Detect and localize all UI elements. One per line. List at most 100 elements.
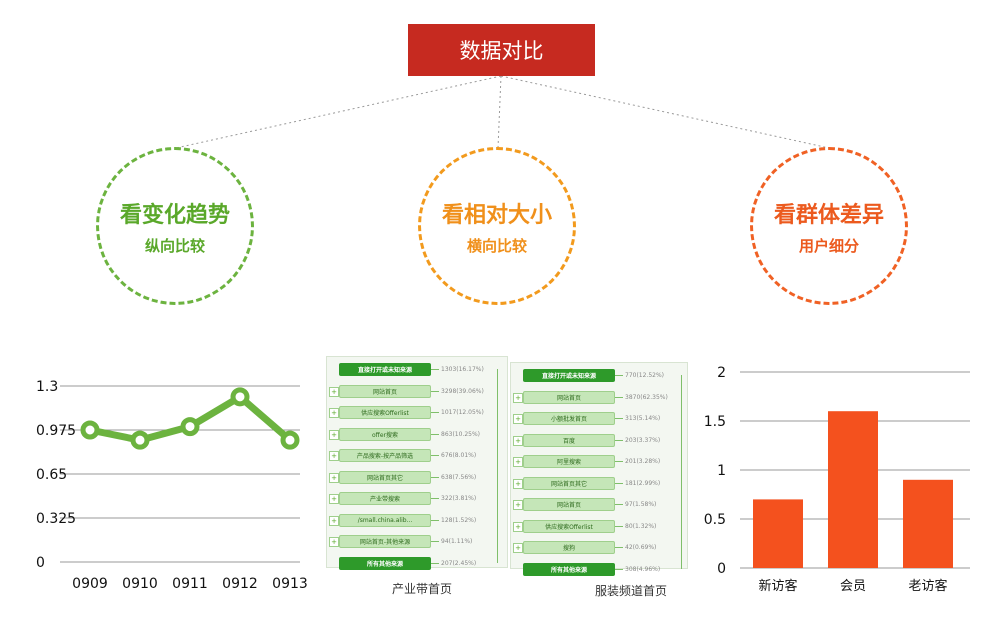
y-tick-label: 0.65 (36, 467, 67, 483)
connector-left (175, 75, 502, 149)
flow-source-item: offer搜索 (339, 427, 431, 441)
y-tick-label: 1.5 (704, 414, 726, 430)
expand-plus-icon: + (513, 435, 523, 446)
flow-connector (431, 476, 439, 478)
flow-panel-industry: 直接打开或未知来源 1303(16.17%) + 网站首页 3298(39.06%) + 供… (326, 356, 508, 570)
flow-source-value: 128(1.52%) (441, 516, 477, 524)
flow-source-value: 1017(12.05%) (441, 409, 484, 416)
x-tick-label: 会员 (840, 579, 866, 594)
flow-connector (615, 375, 623, 376)
flow-source-item: 网站首页 (523, 498, 615, 511)
flow-connector (615, 461, 623, 462)
flow-connector (615, 568, 623, 570)
flow-source-item: /small.china.alib... (339, 513, 431, 527)
flow-source-item: 网站首页-其他来源 (339, 535, 431, 548)
flow-source-value: 863(10.25%) (441, 430, 481, 438)
x-tick-label: 老访客 (908, 578, 947, 594)
flow-source-value: 1303(16.17%) (441, 366, 484, 373)
flow-source-head: 直接打开或未知来源 (523, 369, 615, 382)
flow-connector (431, 498, 439, 499)
expand-plus-icon: + (329, 451, 339, 461)
connector-center (497, 75, 502, 149)
expand-plus-icon: + (329, 515, 339, 526)
flow-source-value: 3298(39.06%) (441, 387, 484, 395)
bar (753, 499, 803, 568)
expand-plus-icon: + (513, 543, 523, 553)
flow-source-head: 直接打开或未知来源 (339, 363, 431, 376)
group-circle-subtitle: 用户细分 (798, 236, 859, 255)
expand-plus-icon: + (513, 457, 523, 467)
flow-source-value: 201(3.28%) (625, 458, 661, 465)
size-circle-title: 看相对大小 (441, 202, 552, 228)
y-tick-label: 0 (717, 561, 726, 577)
flow-source-value: 203(3.37%) (625, 436, 661, 444)
flow-connector (431, 412, 439, 413)
flow-source-value: 94(1.11%) (441, 538, 473, 545)
x-tick-label: 0912 (222, 576, 258, 592)
flow-source-value: 638(7.56%) (441, 473, 477, 481)
y-tick-label: 1.3 (36, 379, 58, 395)
flow-source-value: 308(4.96%) (625, 565, 661, 573)
bar-chart: 2 1.5 1 0.5 0 新访客 会员 老访客 (704, 365, 970, 594)
flow-connector (431, 519, 439, 521)
y-tick-label: 0.325 (36, 511, 76, 527)
expand-plus-icon: + (513, 500, 523, 510)
flow-connector (615, 396, 623, 398)
expand-plus-icon: + (329, 408, 339, 418)
flow-source-value: 3870(62.35%) (625, 393, 668, 401)
connector-right (500, 75, 830, 149)
y-tick-label: 0.5 (704, 512, 726, 528)
flow-connector (431, 562, 439, 564)
trend-circle: 看变化趋势 纵向比较 (96, 147, 254, 305)
flow-connector (615, 525, 623, 527)
flow-source-value: 313(5.14%) (625, 415, 661, 422)
bar (903, 479, 953, 568)
flow-source-value: 42(0.69%) (625, 544, 657, 551)
flow-connector (615, 482, 623, 484)
flow-connector (431, 455, 439, 456)
flow-trunk (681, 375, 682, 569)
expand-plus-icon: + (513, 478, 523, 489)
flow-source-item: 网站首页 (523, 390, 615, 404)
y-tick-label: 2 (717, 365, 726, 381)
flow-trunk (497, 369, 498, 563)
x-tick-label: 0910 (122, 576, 158, 592)
line-chart: 1.3 0.975 0.65 0.325 0 0909 0910 0911 0912 0913 (36, 379, 308, 592)
flow-caption-apparel: 服装频道首页 (595, 584, 668, 598)
flow-connector (431, 541, 439, 542)
trend-circle-subtitle: 纵向比较 (144, 236, 205, 255)
data-point (130, 430, 150, 450)
expand-plus-icon: + (513, 392, 523, 403)
flow-source-value: 770(12.52%) (625, 372, 665, 379)
flow-source-item: 阿里搜索 (523, 455, 615, 468)
flow-connector (431, 369, 439, 370)
page-title: 数据对比 (408, 24, 595, 76)
flow-connector (431, 433, 439, 435)
expand-plus-icon: + (329, 386, 339, 397)
flow-source-item: 供应搜索Offerlist (339, 406, 431, 419)
flow-source-item: 网站首页其它 (339, 470, 431, 484)
flow-source-value: 181(2.99%) (625, 479, 661, 487)
flow-source-value: 676(8.01%) (441, 452, 477, 459)
flow-caption-industry: 产业带首页 (392, 582, 453, 596)
flow-source-value: 97(1.58%) (625, 501, 657, 508)
flow-connector (615, 504, 623, 505)
flow-source-item: 网站首页 (339, 384, 431, 398)
flow-source-item: 产业带搜索 (339, 492, 431, 505)
group-circle: 看群体差异 用户细分 (750, 147, 908, 305)
expand-plus-icon: + (329, 537, 339, 547)
flow-source-item: 产品搜索-按产品筛选 (339, 449, 431, 462)
x-tick-label: 0913 (272, 576, 308, 592)
x-tick-label: 0911 (172, 576, 208, 592)
flow-source-item: 供应搜索Offerlist (523, 519, 615, 533)
flow-source-item: 搜狗 (523, 541, 615, 554)
bar (828, 411, 878, 568)
flow-connector (615, 439, 623, 441)
flow-source-item: 小额批发首页 (523, 412, 615, 425)
expand-plus-icon: + (329, 472, 339, 483)
flow-source-other: 所有其他来源 (339, 556, 431, 570)
flow-source-value: 207(2.45%) (441, 559, 477, 567)
data-point (180, 417, 200, 437)
size-circle-subtitle: 横向比较 (466, 236, 527, 255)
data-point (230, 387, 250, 407)
